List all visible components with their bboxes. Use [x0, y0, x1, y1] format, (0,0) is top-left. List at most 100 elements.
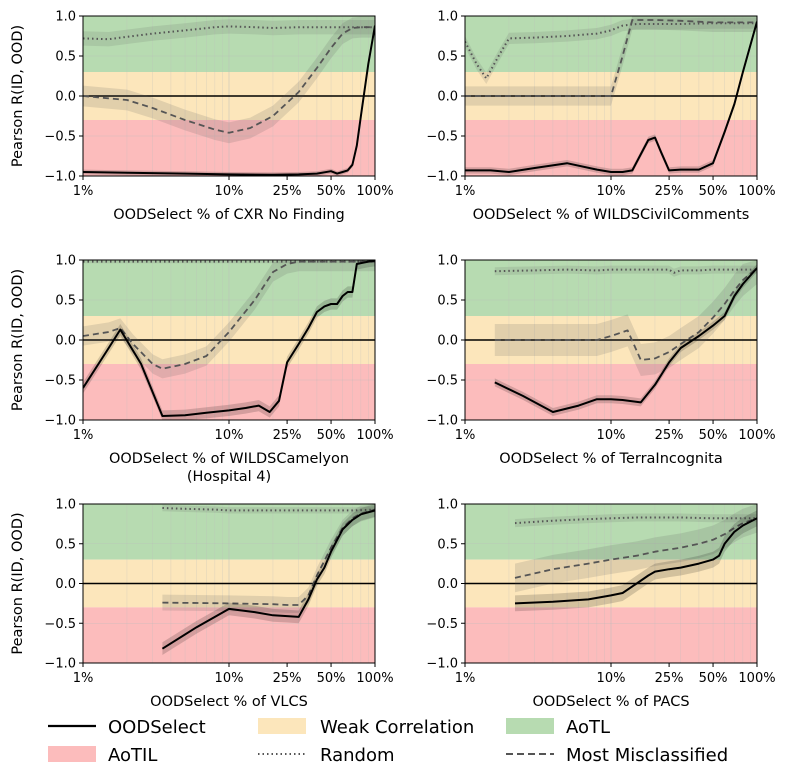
- series-group: [83, 260, 375, 420]
- series-random: [514, 516, 757, 525]
- x-axis-label: OODSelect % of WILDSCamelyon: [109, 451, 349, 467]
- x-tick-label: 100%: [356, 671, 393, 686]
- x-tick-label: 1%: [455, 671, 476, 686]
- y-tick-label: 0.5: [55, 537, 76, 552]
- panel-6: −1.0 −0.5 0.0 0.5 1.0 1% 10% 25% 50% 100% OODSelec…: [426, 498, 775, 711]
- y-tick-label: 0.5: [437, 50, 458, 65]
- x-tick-label: 100%: [356, 428, 393, 443]
- x-tick-label: 100%: [356, 184, 393, 199]
- ci-band-random: [83, 19, 375, 47]
- series-most-misclassified: [465, 19, 757, 97]
- y-tick-label: 0.5: [55, 294, 76, 309]
- x-tick-label: 50%: [699, 671, 728, 686]
- y-tick-label: −1.0: [426, 414, 458, 429]
- panel-5: −1.0 −0.5 0.0 0.5 1.0 1% 10% 25% 50% 100% OODSelec…: [10, 498, 394, 711]
- ci-band-random: [465, 17, 757, 85]
- y-tick-label: 0.5: [55, 50, 76, 65]
- y-tick-label: −1.0: [426, 657, 458, 672]
- x-axis-label: OODSelect % of CXR No Finding: [113, 207, 345, 223]
- x-tick-label: 25%: [273, 671, 302, 686]
- ci-band-random: [494, 265, 757, 277]
- y-tick-label: 0.0: [437, 90, 458, 105]
- y-tick-label: 0.0: [437, 334, 458, 349]
- x-tick-label: 100%: [738, 428, 775, 443]
- y-tick-label: 1.0: [55, 10, 76, 25]
- x-axis-label: OODSelect % of VLCS: [150, 694, 308, 710]
- x-tick-label: 50%: [699, 428, 728, 443]
- legend-aotl-label: AoTL: [566, 717, 610, 738]
- x-tick-label: 25%: [655, 671, 684, 686]
- series-oodselect: [161, 509, 375, 650]
- panel-3: −1.0 −0.5 0.0 0.5 1.0 1% 10% 25% 50% 100% OODSelec…: [10, 254, 394, 486]
- series-most-misclassified: [83, 260, 375, 370]
- series-oodselect: [83, 25, 375, 176]
- x-axis-label-line2: (Hospital 4): [187, 469, 271, 485]
- legend-misclassified-label: Most Misclassified: [566, 745, 728, 766]
- y-tick-label: 0.0: [55, 577, 76, 592]
- y-tick-label: −0.5: [426, 374, 458, 389]
- y-tick-label: 1.0: [55, 254, 76, 269]
- y-tick-label: −1.0: [44, 414, 76, 429]
- x-tick-label: 1%: [73, 428, 94, 443]
- x-tick-label: 25%: [273, 428, 302, 443]
- x-tick-label: 100%: [738, 184, 775, 199]
- panel-4: −1.0 −0.5 0.0 0.5 1.0 1% 10% 25% 50% 100% OODSelec…: [426, 254, 775, 468]
- y-tick-label: −0.5: [426, 130, 458, 145]
- x-tick-label: 1%: [455, 184, 476, 199]
- legend-weak-swatch: [258, 718, 306, 734]
- x-tick-label: 25%: [655, 428, 684, 443]
- y-tick-label: −0.5: [426, 617, 458, 632]
- series-group: [161, 504, 375, 655]
- y-axis-label: Pearson R(ID, OOD): [10, 269, 26, 411]
- legend-aotl-swatch: [506, 718, 554, 734]
- y-tick-label: −1.0: [44, 657, 76, 672]
- y-tick-label: 0.5: [437, 537, 458, 552]
- x-tick-label: 1%: [455, 428, 476, 443]
- y-tick-label: 0.0: [437, 577, 458, 592]
- x-tick-label: 1%: [73, 184, 94, 199]
- ci-band-most-misclassified: [465, 16, 757, 106]
- y-tick-label: 0.0: [55, 334, 76, 349]
- ci-band-most-misclassified: [515, 504, 757, 593]
- series-oodselect: [465, 21, 757, 173]
- y-tick-label: 1.0: [437, 254, 458, 269]
- panel-2: −1.0 −0.5 0.0 0.5 1.0 1% 10% 25% 50% 100% OODSelec…: [426, 10, 775, 224]
- x-tick-label: 50%: [317, 671, 346, 686]
- ci-band-most-misclassified: [83, 16, 375, 144]
- series-random: [494, 268, 757, 274]
- x-axis-label: OODSelect % of TerraIncognita: [499, 451, 722, 467]
- y-tick-label: −1.0: [426, 170, 458, 185]
- ci-band-random: [515, 513, 757, 528]
- series-oodselect: [83, 260, 375, 417]
- legend-weak-label: Weak Correlation: [320, 717, 474, 738]
- y-axis-label: Pearson R(ID, OOD): [10, 25, 26, 167]
- series-group: [514, 504, 757, 612]
- ci-band-random: [162, 504, 375, 514]
- series-oodselect: [494, 267, 757, 413]
- panel-1: −1.0 −0.5 0.0 0.5 1.0 1% 10% 25% 50% 100% OODSelec…: [10, 10, 394, 224]
- x-tick-label: 10%: [215, 184, 244, 199]
- series-most-misclassified: [162, 508, 375, 606]
- x-tick-label: 10%: [597, 184, 626, 199]
- x-axis-label: OODSelect % of PACS: [532, 694, 689, 710]
- y-tick-label: 0.5: [437, 294, 458, 309]
- y-tick-label: 1.0: [437, 498, 458, 513]
- panels: −1.0 −0.5 0.0 0.5 1.0 1% 10% 25% 50% 100% OODSelec…: [10, 10, 776, 711]
- y-tick-label: −0.5: [44, 617, 76, 632]
- series-most-misclassified: [514, 517, 757, 579]
- series-most-misclassified: [83, 26, 375, 134]
- x-tick-label: 25%: [273, 184, 302, 199]
- x-tick-label: 10%: [597, 428, 626, 443]
- y-axis-label: Pearson R(ID, OOD): [10, 512, 26, 654]
- series-group: [83, 16, 375, 176]
- y-tick-label: 1.0: [55, 498, 76, 513]
- y-tick-label: 1.0: [437, 10, 458, 25]
- series-group: [494, 260, 757, 416]
- ci-band-most-misclassified: [494, 260, 757, 376]
- y-tick-label: −0.5: [44, 374, 76, 389]
- legend: OODSelect Weak Correlation AoTL AoTIL Ra…: [48, 717, 728, 766]
- legend-oodselect-label: OODSelect: [108, 717, 206, 738]
- x-tick-label: 25%: [655, 184, 684, 199]
- y-tick-label: −1.0: [44, 170, 76, 185]
